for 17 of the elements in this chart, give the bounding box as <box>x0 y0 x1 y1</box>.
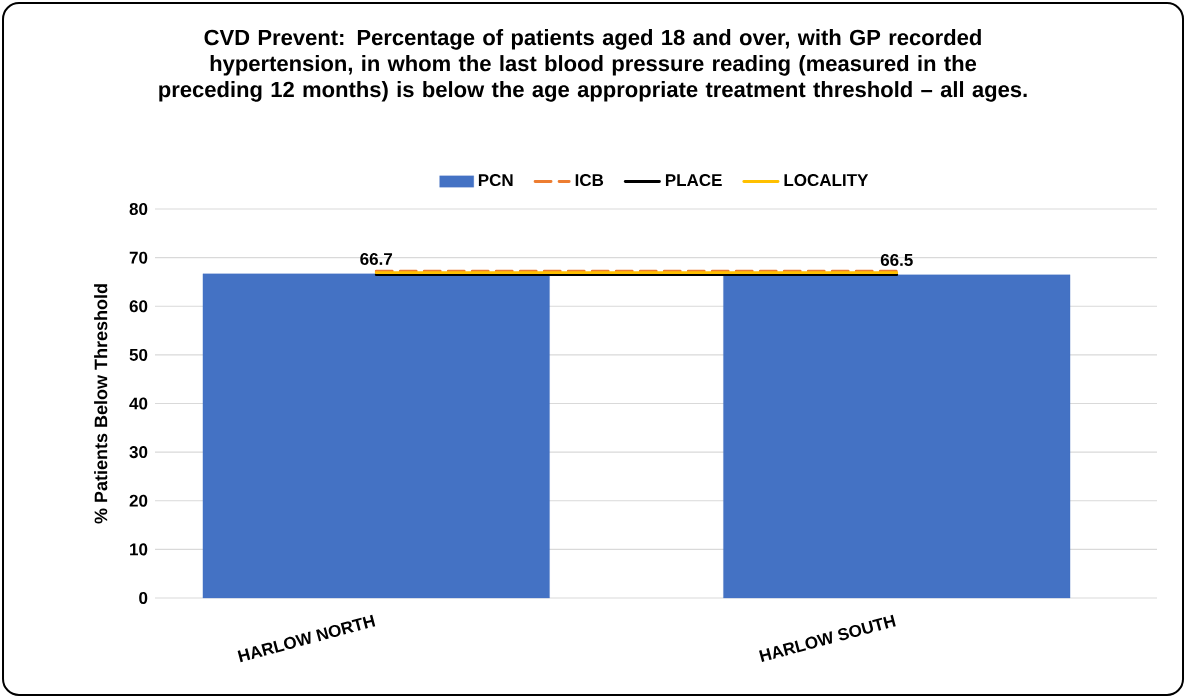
y-tick-label: 40 <box>129 397 148 410</box>
data-label: 66.7 <box>360 252 393 265</box>
y-tick-label: 20 <box>129 494 148 507</box>
legend-label: ICB <box>575 174 604 187</box>
y-tick-label: 30 <box>129 446 148 459</box>
y-tick-label: 70 <box>129 251 148 264</box>
y-tick-label: 0 <box>139 591 148 605</box>
legend-label: LOCALITY <box>784 174 869 187</box>
y-tick-label: 60 <box>129 300 148 313</box>
legend-label: PCN <box>478 174 513 187</box>
y-tick-label: 10 <box>130 543 148 556</box>
legend-label: PLACE <box>665 174 722 187</box>
y-tick-label: 50 <box>129 348 148 361</box>
chart-title: CVD Prevent: Percentage of patients aged 18 and over, with GP recorded hypertension, in whom the last blood pressure reading (measured in the preceding 12 months) is below the age appropriate treatment threshold – all ages. <box>159 29 1027 102</box>
data-label: 66.5 <box>880 253 913 266</box>
y-tick-label: 80 <box>129 203 148 216</box>
y-axis-title: % Patients Below Threshold <box>94 284 108 524</box>
